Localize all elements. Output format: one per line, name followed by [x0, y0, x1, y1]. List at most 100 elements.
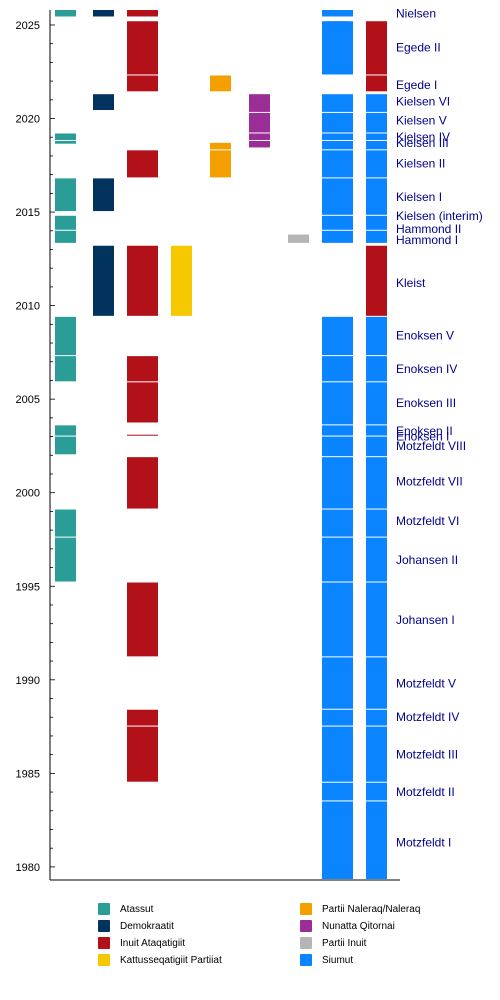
party-bar-segment [93, 10, 114, 17]
party-bar-segment [55, 178, 76, 212]
party-bar-segment [366, 150, 387, 178]
party-bar-segment [322, 94, 353, 112]
legend-item-partii-inuit: Partii Inuit [300, 936, 366, 950]
party-bar-segment [322, 316, 353, 356]
cabinet-label: Motzfeldt I [396, 836, 451, 850]
party-bar-segment [322, 133, 353, 140]
party-bar-segment [322, 782, 353, 801]
legend-item-naleraq: Partii Naleraq/Naleraq [300, 902, 420, 916]
party-bars [55, 10, 387, 879]
party-bar-segment [366, 801, 387, 879]
cabinet-label: Nielsen [396, 7, 436, 21]
party-bar-segment [366, 457, 387, 509]
party-bar-segment [55, 356, 76, 382]
cabinet-label: Kielsen V [396, 113, 447, 127]
party-bar-segment [366, 316, 387, 356]
party-bar-segment [127, 457, 158, 509]
party-bar-segment [93, 245, 114, 316]
party-bar-segment [366, 178, 387, 215]
party-bar-segment [210, 142, 231, 150]
legend-label: Kattusseqatigiit Partiiat [120, 954, 222, 966]
legend-label: Partii Naleraq/Naleraq [322, 903, 421, 915]
party-bar-segment [127, 726, 158, 782]
party-bar-segment [127, 75, 158, 92]
party-bar-segment [127, 245, 158, 316]
cabinet-label: Kielsen (interim) [396, 209, 483, 223]
legend-swatch [98, 937, 110, 949]
cabinet-label: Egede I [396, 78, 437, 92]
y-axis: 1980 1985 1990 1995 2000 2005 2010 2015 2020 2025 [16, 10, 400, 881]
legend-item-inuit-ataqatigiit: Inuit Ataqatigiit [98, 936, 185, 950]
y-tick-label: 2025 [16, 20, 40, 32]
cabinet-label: Hammond II [396, 222, 461, 236]
party-bar-segment [55, 509, 76, 537]
legend-item-siumut: Siumut [300, 953, 353, 967]
party-bar-segment [366, 382, 387, 425]
party-bar-segment [288, 234, 309, 243]
legend-item-atassut: Atassut [98, 902, 153, 916]
party-bar-segment [322, 140, 353, 150]
cabinet-labels: Motzfeldt I Motzfeldt II Motzfeldt III Motz… [396, 7, 483, 850]
legend-item-kattusseqatigiit: Kattusseqatigiit Partiiat [98, 953, 222, 967]
party-bar-segment [55, 537, 76, 582]
legend-label: Atassut [120, 903, 154, 915]
cabinet-label: Motzfeldt V [396, 677, 456, 691]
party-bar-segment [249, 94, 270, 112]
party-bar-segment [366, 436, 387, 457]
cabinet-label: Enoksen II [396, 424, 453, 438]
party-bar-segment [127, 709, 158, 726]
party-bar-segment [210, 75, 231, 92]
party-bar-segment [366, 425, 387, 436]
legend-swatch [98, 954, 110, 966]
cabinet-label: Kielsen I [396, 190, 442, 204]
party-bar-segment [322, 582, 353, 657]
party-bar-segment [366, 537, 387, 582]
legend-label: Nunatta Qitornai [322, 920, 395, 932]
cabinet-label: Kielsen VI [396, 95, 450, 109]
party-bar-segment [127, 150, 158, 178]
legend-label: Siumut [322, 954, 354, 966]
legend-item-demokraatit: Demokraatit [98, 919, 174, 933]
party-bar-segment [322, 709, 353, 726]
party-bar-segment [210, 150, 231, 178]
y-tick-label: 1990 [16, 675, 40, 687]
party-bar-segment [322, 801, 353, 879]
party-bar-segment [249, 112, 270, 133]
party-bar-segment [366, 133, 387, 140]
cabinet-label: Motzfeldt VI [396, 514, 459, 528]
party-bar-segment [322, 537, 353, 582]
party-bar-segment [127, 356, 158, 382]
y-tick-label: 2010 [16, 301, 40, 313]
cabinet-label: Egede II [396, 40, 441, 54]
cabinet-label: Kleist [396, 276, 426, 290]
party-bar-segment [366, 709, 387, 726]
legend-swatch [300, 903, 312, 915]
y-tick-label: 2015 [16, 207, 40, 219]
cabinet-label: Enoksen V [396, 329, 454, 343]
cabinet-label: Motzfeldt II [396, 785, 455, 799]
y-tick-label: 2005 [16, 394, 40, 406]
party-bar-segment [366, 75, 387, 92]
party-bar-segment [322, 10, 353, 17]
party-bar-segment [322, 356, 353, 382]
party-bar-segment [322, 509, 353, 537]
legend-label: Demokraatit [120, 920, 174, 932]
cabinet-label: Enoksen I [396, 430, 449, 444]
party-bar-segment [366, 726, 387, 782]
party-bar-segment [127, 10, 158, 17]
party-bar-segment [366, 215, 387, 230]
cabinet-label: Johansen I [396, 613, 455, 627]
party-bar-segment [249, 133, 270, 140]
legend-item-nunatta-qitornai: Nunatta Qitornai [300, 919, 395, 933]
party-bar-segment [55, 425, 76, 436]
party-bar-segment [366, 140, 387, 150]
y-tick-label: 2000 [16, 488, 40, 500]
party-bar-segment [322, 178, 353, 215]
y-tick-label: 1980 [16, 862, 40, 874]
party-bar-segment [322, 112, 353, 133]
party-bar-segment [55, 133, 76, 140]
party-bar-segment [55, 230, 76, 243]
party-bar-segment [55, 140, 76, 144]
party-bar-segment [366, 782, 387, 801]
party-bar-segment [322, 657, 353, 709]
